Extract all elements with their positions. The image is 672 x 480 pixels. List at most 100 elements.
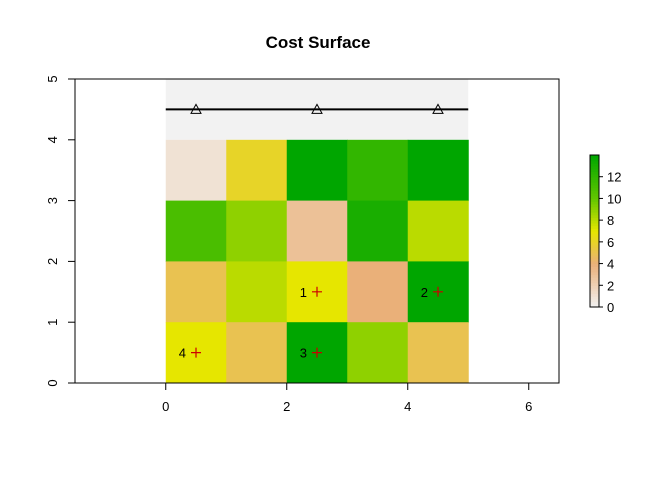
raster-cell bbox=[407, 322, 469, 384]
legend-swatch bbox=[590, 212, 599, 216]
y-axis: 0 1 2 3 4 5 bbox=[45, 75, 76, 387]
legend-swatch bbox=[590, 187, 599, 191]
x-tick-label: 2 bbox=[283, 399, 290, 414]
legend-swatch bbox=[590, 274, 599, 278]
legend-swatch bbox=[590, 176, 599, 181]
legend-swatch bbox=[590, 288, 599, 292]
legend-swatch bbox=[590, 206, 599, 210]
point-marker bbox=[433, 286, 443, 297]
legend-swatch bbox=[590, 233, 599, 238]
raster-cell bbox=[347, 139, 409, 202]
raster-cell bbox=[347, 261, 409, 323]
y-tick-label: 0 bbox=[45, 379, 60, 386]
raster-cell bbox=[165, 200, 227, 262]
legend-swatch bbox=[590, 290, 599, 295]
legend-tick-label: 4 bbox=[607, 257, 614, 272]
point-label: 2 bbox=[421, 285, 428, 300]
line-vertex-marker bbox=[311, 103, 323, 114]
legend-swatch bbox=[590, 271, 599, 276]
line-vertex-marker bbox=[432, 103, 444, 114]
legend-swatch bbox=[590, 285, 599, 289]
legend-swatch bbox=[590, 168, 599, 172]
raster-cell bbox=[165, 261, 227, 323]
y-tick-label: 3 bbox=[45, 197, 60, 204]
raster-layer bbox=[165, 79, 469, 384]
legend-swatch bbox=[590, 193, 599, 197]
legend-swatch bbox=[590, 244, 599, 248]
legend-swatch bbox=[590, 157, 599, 162]
legend-swatch bbox=[590, 214, 599, 219]
legend-swatch bbox=[590, 174, 599, 178]
legend-swatch bbox=[590, 179, 599, 183]
legend-swatch bbox=[590, 182, 599, 186]
point-marker bbox=[191, 347, 201, 358]
legend-swatch bbox=[590, 184, 599, 189]
legend-swatch bbox=[590, 190, 599, 194]
x-axis: 0 2 4 6 bbox=[162, 382, 532, 414]
legend-swatch bbox=[590, 293, 599, 297]
legend-tick-label: 6 bbox=[607, 235, 614, 250]
legend-swatch bbox=[590, 209, 599, 213]
legend-tick-label: 2 bbox=[607, 278, 614, 293]
legend-swatch bbox=[590, 198, 599, 202]
legend-swatch bbox=[590, 163, 599, 167]
raster-cell bbox=[407, 200, 469, 262]
legend-tick-label: 10 bbox=[607, 191, 621, 206]
legend-tick-label: 0 bbox=[607, 300, 614, 315]
raster-cell bbox=[407, 139, 469, 202]
legend-swatch bbox=[590, 217, 599, 221]
y-tick-label: 1 bbox=[45, 319, 60, 326]
legend-swatch bbox=[590, 160, 599, 164]
point-marker bbox=[312, 347, 322, 358]
raster-cell bbox=[286, 200, 348, 262]
point-marker bbox=[312, 286, 322, 297]
point-label: 1 bbox=[300, 285, 307, 300]
legend-swatch bbox=[590, 201, 599, 205]
legend-swatch bbox=[590, 155, 599, 159]
legend-swatch bbox=[590, 296, 599, 300]
legend-swatch bbox=[590, 228, 599, 232]
raster-cell bbox=[226, 322, 288, 384]
point-label: 4 bbox=[179, 346, 186, 361]
raster-cell bbox=[226, 139, 288, 202]
legend-swatch bbox=[590, 236, 599, 240]
legend-swatch bbox=[590, 255, 599, 259]
legend-frame bbox=[589, 154, 600, 308]
legend-swatch bbox=[590, 225, 599, 229]
legend-swatch bbox=[590, 301, 599, 305]
legend-swatch bbox=[590, 277, 599, 281]
raster-cell bbox=[347, 200, 409, 262]
legend-swatch bbox=[590, 171, 599, 175]
x-tick-label: 6 bbox=[525, 399, 532, 414]
legend-swatch bbox=[590, 304, 599, 308]
legend-swatch bbox=[590, 239, 599, 243]
legend-swatch bbox=[590, 263, 599, 267]
legend-swatch bbox=[590, 250, 599, 254]
legend-swatch bbox=[590, 195, 599, 200]
raster-cell bbox=[226, 261, 288, 323]
y-tick-label: 5 bbox=[45, 75, 60, 82]
raster-cell bbox=[347, 322, 409, 384]
y-tick-label: 2 bbox=[45, 258, 60, 265]
raster-cell bbox=[286, 139, 348, 202]
point-label: 3 bbox=[300, 346, 307, 361]
legend-swatch bbox=[590, 282, 599, 286]
legend-swatch bbox=[590, 203, 599, 208]
legend-tick-label: 8 bbox=[607, 213, 614, 228]
legend-swatch bbox=[590, 165, 599, 170]
legend-swatch bbox=[590, 222, 599, 227]
legend-swatch bbox=[590, 298, 599, 303]
raster-cell bbox=[165, 139, 227, 202]
legend-swatch bbox=[590, 260, 599, 265]
raster-cell bbox=[226, 200, 288, 262]
legend-swatch bbox=[590, 231, 599, 235]
x-tick-label: 4 bbox=[404, 399, 411, 414]
legend-swatch bbox=[590, 269, 599, 273]
legend-tick-label: 12 bbox=[607, 170, 621, 185]
chart-title: Cost Surface bbox=[266, 33, 371, 52]
legend-swatch bbox=[590, 279, 599, 284]
legend-swatch bbox=[590, 247, 599, 251]
legend-swatch bbox=[590, 266, 599, 270]
y-tick-label: 4 bbox=[45, 136, 60, 143]
